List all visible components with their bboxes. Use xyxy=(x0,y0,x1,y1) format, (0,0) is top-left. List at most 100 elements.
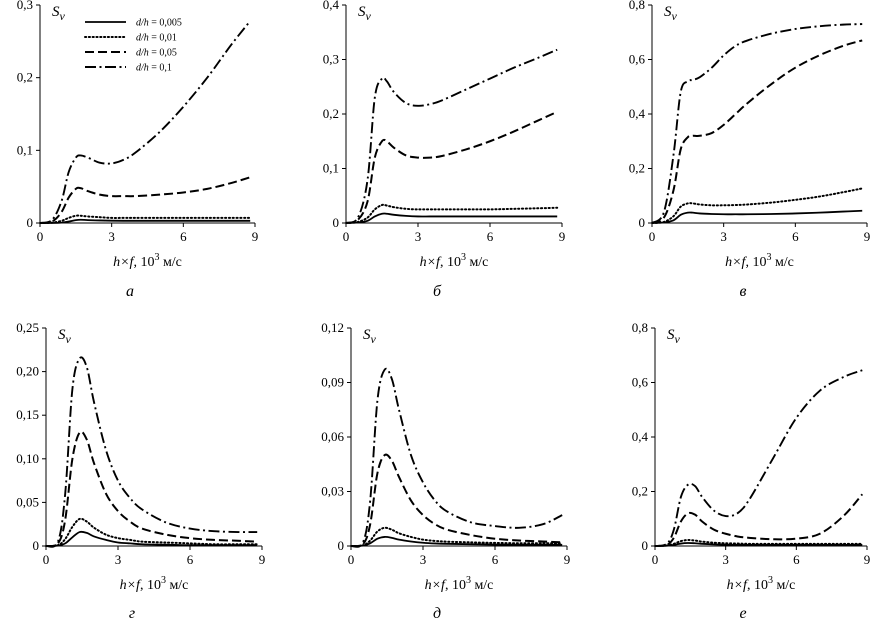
series-line-solid xyxy=(350,535,563,547)
series-line-dashdot xyxy=(45,356,258,548)
series-line-dashdot xyxy=(345,48,558,224)
x-tick-label: 3 xyxy=(108,229,115,244)
y-tick-label: 0,3 xyxy=(323,52,339,67)
x-tick-label: 6 xyxy=(180,229,187,244)
x-tick-label: 6 xyxy=(487,229,494,244)
series-line-dashed xyxy=(45,430,258,548)
y-axis-label: Sv xyxy=(363,327,377,346)
x-tick-label: 3 xyxy=(720,229,727,244)
series-line-dashed xyxy=(39,176,251,224)
series-line-solid xyxy=(345,212,558,224)
x-tick-label: 9 xyxy=(564,552,571,567)
series-line-dotted xyxy=(350,526,564,547)
series-line-dashed xyxy=(654,493,864,547)
panel-label: в xyxy=(740,283,747,300)
panel-label: а xyxy=(126,283,134,300)
y-tick-label: 0,10 xyxy=(16,451,39,466)
x-tick-label: 3 xyxy=(415,229,422,244)
x-tick-label: 0 xyxy=(37,229,44,244)
y-axis-label: Sv xyxy=(664,4,678,23)
series-line-dotted xyxy=(345,203,559,224)
y-tick-label: 0,4 xyxy=(632,429,649,444)
y-tick-label: 0,06 xyxy=(321,429,344,444)
series-line-solid xyxy=(45,530,258,547)
series-line-dashed xyxy=(345,110,558,224)
y-tick-label: 0 xyxy=(27,215,34,230)
y-tick-label: 0,1 xyxy=(323,161,339,176)
x-tick-label: 6 xyxy=(492,552,499,567)
y-tick-label: 0,6 xyxy=(632,375,649,390)
x-axis-label: h×f, 103 м/с xyxy=(120,575,189,593)
x-tick-label: 6 xyxy=(792,229,799,244)
y-tick-label: 0,15 xyxy=(16,407,39,422)
series-line-dashdot xyxy=(654,369,863,547)
series-line-dotted xyxy=(651,187,864,224)
y-tick-label: 0,4 xyxy=(629,106,646,121)
x-axis-label: h×f, 103 м/с xyxy=(425,575,494,593)
chart-panel-5: 0 0,03 0,06 0,09 0,12 0 3 6 9 Sv h×f, 103 м/с д xyxy=(321,320,570,622)
y-tick-label: 0,09 xyxy=(321,375,344,390)
y-tick-label: 0,6 xyxy=(629,52,646,67)
series-line-dashdot xyxy=(651,23,863,224)
x-tick-label: 9 xyxy=(259,552,266,567)
x-axis-label: h×f, 103 м/с xyxy=(727,575,796,593)
y-axis-label: Sv xyxy=(358,4,372,23)
x-tick-label: 0 xyxy=(343,229,350,244)
y-tick-label: 0,05 xyxy=(16,494,39,509)
x-axis-label: h×f, 103 м/с xyxy=(113,252,182,270)
series-line-dotted xyxy=(654,538,864,547)
x-tick-label: 3 xyxy=(420,552,427,567)
x-tick-label: 0 xyxy=(652,552,659,567)
x-tick-label: 0 xyxy=(43,552,50,567)
legend-entry-label: d/h = 0,1 xyxy=(136,63,172,74)
legend-entry-label: d/h = 0,01 xyxy=(136,33,177,44)
series-line-dashdot xyxy=(39,20,251,224)
y-tick-label: 0,8 xyxy=(629,0,645,12)
series-line-dashed xyxy=(350,453,563,548)
y-tick-label: 0 xyxy=(642,538,649,553)
panel-label: г xyxy=(129,605,135,622)
x-tick-label: 0 xyxy=(348,552,355,567)
y-tick-label: 0,4 xyxy=(323,0,340,12)
series-line-solid xyxy=(39,218,251,224)
panel-label: б xyxy=(433,283,442,300)
chart-panel-6: 0 0,2 0,4 0,6 0,8 0 3 6 9 Sv h×f, 103 м/с е xyxy=(632,320,871,622)
series-line-solid xyxy=(651,209,863,224)
legend-entry-label: d/h = 0,05 xyxy=(136,48,177,59)
x-tick-label: 9 xyxy=(559,229,566,244)
y-tick-label: 0,2 xyxy=(17,70,33,85)
series-line-dotted xyxy=(39,214,252,224)
x-axis-label: h×f, 103 м/с xyxy=(420,252,489,270)
y-axis-label: Sv xyxy=(58,327,72,346)
y-tick-label: 0 xyxy=(333,215,340,230)
y-axis-label: Sv xyxy=(52,4,66,23)
x-axis-label: h×f, 103 м/с xyxy=(725,252,794,270)
x-tick-label: 6 xyxy=(793,552,800,567)
y-tick-label: 0 xyxy=(33,538,40,553)
y-tick-label: 0,2 xyxy=(632,484,648,499)
x-tick-label: 9 xyxy=(864,552,871,567)
chart-panel-4: 0 0,05 0,10 0,15 0,20 0,25 0 3 6 9 Sv h×f, 103 м/с г xyxy=(16,320,265,622)
y-tick-label: 0,3 xyxy=(17,0,33,12)
y-axis-label: Sv xyxy=(667,327,681,346)
series-line-dashdot xyxy=(350,367,563,548)
y-tick-label: 0 xyxy=(639,215,646,230)
chart-panel-2: 0 0,1 0,2 0,3 0,4 0 3 6 9 Sv h×f, 103 м/с б xyxy=(323,0,566,300)
x-tick-label: 6 xyxy=(187,552,194,567)
legend: d/h = 0,005 d/h = 0,01 d/h = 0,05 d/h = 0,1 xyxy=(84,18,182,74)
y-tick-label: 0,03 xyxy=(321,484,344,499)
chart-panel-3: 0 0,2 0,4 0,6 0,8 0 3 6 9 Sv h×f, 103 м/с в xyxy=(629,0,871,300)
x-tick-label: 0 xyxy=(649,229,656,244)
y-tick-label: 0,20 xyxy=(16,364,39,379)
chart-panel-1: 0 0,1 0,2 0,3 0 3 6 9 Sv h×f, 103 м/с а xyxy=(17,0,259,300)
x-tick-label: 3 xyxy=(722,552,729,567)
series-line-solid xyxy=(654,542,863,547)
y-tick-label: 0,1 xyxy=(17,142,33,157)
y-tick-label: 0,25 xyxy=(16,320,39,335)
y-tick-label: 0,8 xyxy=(632,320,648,335)
x-tick-label: 9 xyxy=(252,229,259,244)
panel-label: д xyxy=(433,605,441,622)
series-line-dashed xyxy=(651,39,863,224)
y-tick-label: 0 xyxy=(338,538,345,553)
